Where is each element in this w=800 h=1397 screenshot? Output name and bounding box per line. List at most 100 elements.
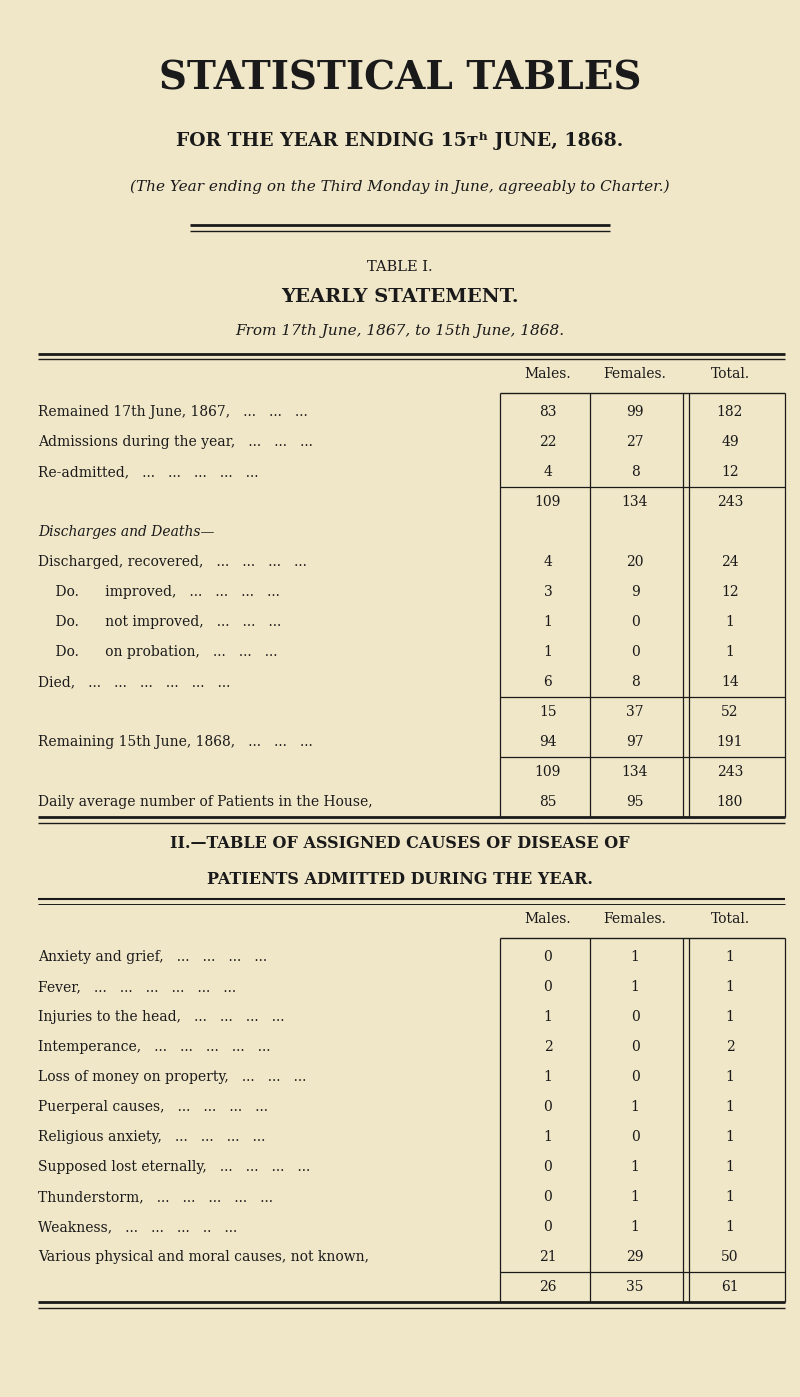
- Text: 1: 1: [726, 1099, 734, 1113]
- Text: Weakness,   ...   ...   ...   ..   ...: Weakness, ... ... ... .. ...: [38, 1220, 238, 1234]
- Text: 0: 0: [630, 1070, 639, 1084]
- Text: 1: 1: [726, 1220, 734, 1234]
- Text: FOR THE YEAR ENDING 15ᴛʰ JUNE, 1868.: FOR THE YEAR ENDING 15ᴛʰ JUNE, 1868.: [176, 131, 624, 149]
- Text: 1: 1: [543, 645, 553, 659]
- Text: 1: 1: [543, 1130, 553, 1144]
- Text: 1: 1: [630, 1099, 639, 1113]
- Text: 1: 1: [726, 1070, 734, 1084]
- Text: Males.: Males.: [525, 367, 571, 381]
- Text: TABLE I.: TABLE I.: [367, 260, 433, 274]
- Text: 0: 0: [544, 1190, 552, 1204]
- Text: Discharges and Deaths—: Discharges and Deaths—: [38, 525, 214, 539]
- Text: 12: 12: [721, 465, 739, 479]
- Text: Died,   ...   ...   ...   ...   ...   ...: Died, ... ... ... ... ... ...: [38, 675, 230, 689]
- Text: 1: 1: [543, 615, 553, 629]
- Text: 0: 0: [630, 645, 639, 659]
- Text: 191: 191: [717, 735, 743, 749]
- Text: 243: 243: [717, 766, 743, 780]
- Text: 134: 134: [622, 766, 648, 780]
- Text: 1: 1: [630, 981, 639, 995]
- Text: 0: 0: [630, 1010, 639, 1024]
- Text: 27: 27: [626, 434, 644, 448]
- Text: Injuries to the head,   ...   ...   ...   ...: Injuries to the head, ... ... ... ...: [38, 1010, 285, 1024]
- Text: 4: 4: [543, 555, 553, 569]
- Text: 94: 94: [539, 735, 557, 749]
- Text: 1: 1: [630, 1220, 639, 1234]
- Text: 0: 0: [544, 950, 552, 964]
- Text: Females.: Females.: [603, 912, 666, 926]
- Text: II.—TABLE OF ASSIGNED CAUSES OF DISEASE OF: II.—TABLE OF ASSIGNED CAUSES OF DISEASE …: [170, 835, 630, 852]
- Text: 29: 29: [626, 1250, 644, 1264]
- Text: (The Year ending on the Third Monday in June, agreeably to Charter.): (The Year ending on the Third Monday in …: [130, 180, 670, 194]
- Text: Religious anxiety,   ...   ...   ...   ...: Religious anxiety, ... ... ... ...: [38, 1130, 266, 1144]
- Text: 0: 0: [544, 1220, 552, 1234]
- Text: Remaining 15th June, 1868,   ...   ...   ...: Remaining 15th June, 1868, ... ... ...: [38, 735, 313, 749]
- Text: 1: 1: [543, 1010, 553, 1024]
- Text: 83: 83: [539, 405, 557, 419]
- Text: 20: 20: [626, 555, 644, 569]
- Text: 99: 99: [626, 405, 644, 419]
- Text: 180: 180: [717, 795, 743, 809]
- Text: Thunderstorm,   ...   ...   ...   ...   ...: Thunderstorm, ... ... ... ... ...: [38, 1190, 273, 1204]
- Text: STATISTICAL TABLES: STATISTICAL TABLES: [158, 60, 642, 98]
- Text: 182: 182: [717, 405, 743, 419]
- Text: 1: 1: [630, 1190, 639, 1204]
- Text: 1: 1: [630, 1160, 639, 1173]
- Text: 0: 0: [544, 1160, 552, 1173]
- Text: 6: 6: [544, 675, 552, 689]
- Text: 0: 0: [630, 615, 639, 629]
- Text: 3: 3: [544, 585, 552, 599]
- Text: 95: 95: [626, 795, 644, 809]
- Text: 4: 4: [543, 465, 553, 479]
- Text: Do.      improved,   ...   ...   ...   ...: Do. improved, ... ... ... ...: [38, 585, 280, 599]
- Text: 1: 1: [543, 1070, 553, 1084]
- Text: 1: 1: [726, 950, 734, 964]
- Text: Fever,   ...   ...   ...   ...   ...   ...: Fever, ... ... ... ... ... ...: [38, 981, 236, 995]
- Text: 85: 85: [539, 795, 557, 809]
- Text: 21: 21: [539, 1250, 557, 1264]
- Text: 1: 1: [726, 1010, 734, 1024]
- Text: Do.      on probation,   ...   ...   ...: Do. on probation, ... ... ...: [38, 645, 278, 659]
- Text: 52: 52: [722, 705, 738, 719]
- Text: Various physical and moral causes, not known,: Various physical and moral causes, not k…: [38, 1250, 369, 1264]
- Text: 49: 49: [721, 434, 739, 448]
- Text: Anxiety and grief,   ...   ...   ...   ...: Anxiety and grief, ... ... ... ...: [38, 950, 267, 964]
- Text: 1: 1: [726, 981, 734, 995]
- Text: Daily average number of Patients in the House,: Daily average number of Patients in the …: [38, 795, 373, 809]
- Text: 1: 1: [726, 1130, 734, 1144]
- Text: 26: 26: [539, 1280, 557, 1294]
- Text: 0: 0: [630, 1130, 639, 1144]
- Text: Remained 17th June, 1867,   ...   ...   ...: Remained 17th June, 1867, ... ... ...: [38, 405, 308, 419]
- Text: 14: 14: [721, 675, 739, 689]
- Text: 0: 0: [544, 1099, 552, 1113]
- Text: Discharged, recovered,   ...   ...   ...   ...: Discharged, recovered, ... ... ... ...: [38, 555, 307, 569]
- Text: 0: 0: [544, 981, 552, 995]
- Text: 134: 134: [622, 495, 648, 509]
- Text: 15: 15: [539, 705, 557, 719]
- Text: 1: 1: [630, 950, 639, 964]
- Text: 37: 37: [626, 705, 644, 719]
- Text: 243: 243: [717, 495, 743, 509]
- Text: 50: 50: [722, 1250, 738, 1264]
- Text: Males.: Males.: [525, 912, 571, 926]
- Text: 35: 35: [626, 1280, 644, 1294]
- Text: Admissions during the year,   ...   ...   ...: Admissions during the year, ... ... ...: [38, 434, 313, 448]
- Text: Total.: Total.: [710, 367, 750, 381]
- Text: 1: 1: [726, 1160, 734, 1173]
- Text: 1: 1: [726, 645, 734, 659]
- Text: 2: 2: [726, 1039, 734, 1053]
- Text: Supposed lost eternally,   ...   ...   ...   ...: Supposed lost eternally, ... ... ... ...: [38, 1160, 310, 1173]
- Text: Re-admitted,   ...   ...   ...   ...   ...: Re-admitted, ... ... ... ... ...: [38, 465, 258, 479]
- Text: Loss of money on property,   ...   ...   ...: Loss of money on property, ... ... ...: [38, 1070, 306, 1084]
- Text: 24: 24: [721, 555, 739, 569]
- Text: 2: 2: [544, 1039, 552, 1053]
- Text: PATIENTS ADMITTED DURING THE YEAR.: PATIENTS ADMITTED DURING THE YEAR.: [207, 870, 593, 888]
- Text: 1: 1: [726, 1190, 734, 1204]
- Text: 109: 109: [535, 495, 561, 509]
- Text: 9: 9: [630, 585, 639, 599]
- Text: YEARLY STATEMENT.: YEARLY STATEMENT.: [281, 288, 519, 306]
- Text: 8: 8: [630, 465, 639, 479]
- Text: 97: 97: [626, 735, 644, 749]
- Text: From 17th June, 1867, to 15th June, 1868.: From 17th June, 1867, to 15th June, 1868…: [235, 324, 565, 338]
- Text: Females.: Females.: [603, 367, 666, 381]
